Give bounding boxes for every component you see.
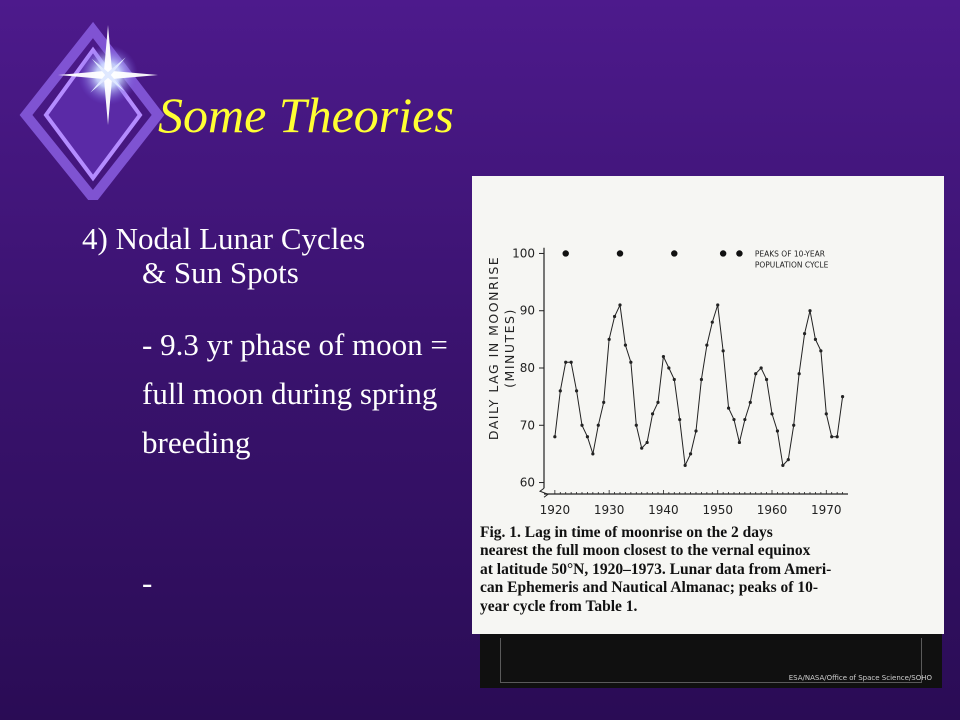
data-point (558, 389, 562, 393)
legend-line-2: POPULATION CYCLE (755, 260, 829, 269)
data-point (629, 360, 633, 364)
data-point (634, 423, 638, 427)
data-point (602, 400, 606, 404)
photo-frame (500, 638, 922, 683)
data-point (656, 400, 660, 404)
data-point (618, 303, 622, 307)
data-point (612, 314, 617, 319)
y-tick-label: 70 (520, 418, 535, 432)
data-point (607, 337, 611, 341)
data-point (754, 372, 758, 376)
moonrise-lag-chart: 60 70 80 90 100 1920 1930 1940 1950 1960 1970 DAI… (486, 246, 848, 516)
y-axis-unit: (MINUTES) (502, 308, 517, 388)
data-point (688, 452, 693, 456)
peak-dot (616, 250, 624, 257)
data-point (797, 372, 801, 376)
data-point (824, 412, 828, 416)
data-point (743, 417, 747, 422)
data-point (699, 377, 704, 382)
data-point (830, 435, 834, 439)
data-point (591, 452, 595, 456)
data-point (775, 429, 780, 433)
data-point (732, 417, 736, 422)
peak-dot (736, 250, 743, 257)
data-point (813, 337, 818, 341)
data-point (726, 406, 731, 410)
series-line (554, 303, 844, 468)
data-point (645, 440, 649, 445)
data-point (802, 332, 807, 336)
data-point (721, 349, 725, 353)
data-point (819, 349, 823, 353)
data-point (835, 435, 839, 439)
data-point (564, 360, 568, 364)
x-tick-label: 1950 (702, 503, 733, 516)
data-point (569, 360, 573, 364)
data-point (792, 423, 796, 427)
data-point (786, 458, 790, 462)
x-tick-label: 1940 (648, 503, 679, 516)
data-point (840, 395, 845, 399)
chart-axes (538, 247, 848, 498)
data-point (808, 309, 812, 313)
y-axis-label: DAILY LAG IN MOONRISE (486, 256, 501, 440)
photo-credit: ESA/NASA/Office of Space Science/SOHO (788, 674, 932, 682)
x-ticks: 1920 1930 1940 1950 1960 1970 (540, 490, 843, 516)
peak-dot (719, 250, 727, 257)
data-point (672, 377, 676, 382)
data-point (640, 446, 644, 450)
data-point (650, 412, 655, 416)
sub-bullet-phase: - 9.3 yr phase of moon = full moon durin… (142, 327, 448, 460)
y-tick-label: 90 (520, 304, 535, 318)
data-point (710, 320, 714, 324)
data-point (770, 412, 774, 416)
bullet-line-2: & Sun Spots (142, 255, 299, 290)
data-point (737, 440, 742, 445)
data-point (623, 343, 628, 347)
data-point (683, 463, 687, 467)
axis-break-mark (538, 487, 550, 498)
peak-dot (562, 250, 569, 257)
x-tick-label: 1930 (594, 503, 625, 516)
data-point (694, 429, 698, 433)
x-tick-label: 1920 (540, 503, 571, 516)
data-point (580, 423, 584, 427)
sub-bullet-empty: - (142, 565, 153, 600)
data-point (596, 423, 600, 427)
y-tick-label: 80 (520, 361, 535, 375)
data-point (705, 343, 709, 347)
x-tick-label: 1970 (811, 503, 842, 516)
figure-caption: Fig. 1. Lag in time of moonrise on the 2… (480, 524, 832, 615)
x-tick-label: 1960 (757, 503, 788, 516)
data-point (764, 377, 769, 382)
data-point (585, 435, 590, 439)
data-point (781, 463, 785, 467)
series-points (553, 303, 845, 467)
bullet-line-1: 4) Nodal Lunar Cycles (82, 221, 366, 256)
data-point (667, 366, 671, 370)
legend-line-1: PEAKS OF 10-YEAR (755, 249, 825, 258)
data-point (678, 417, 682, 422)
y-tick-label: 60 (520, 476, 535, 490)
y-tick-label: 100 (512, 246, 535, 260)
star-diamond-logo (19, 21, 165, 200)
data-point (759, 366, 763, 370)
slide-title: Some Theories (158, 87, 454, 143)
data-point (574, 389, 579, 393)
peak-dot (671, 250, 678, 257)
data-point (716, 303, 720, 307)
data-point (661, 354, 666, 359)
y-ticks: 60 70 80 90 100 (512, 246, 544, 490)
bullet-nodal-lunar-cycles: 4) Nodal Lunar Cycles & Sun Spots (82, 222, 462, 290)
data-point (553, 435, 557, 439)
figure-panel: 60 70 80 90 100 1920 1930 1940 1950 1960 1970 DAI… (472, 176, 944, 634)
peak-markers (562, 250, 743, 257)
data-point (748, 400, 752, 404)
